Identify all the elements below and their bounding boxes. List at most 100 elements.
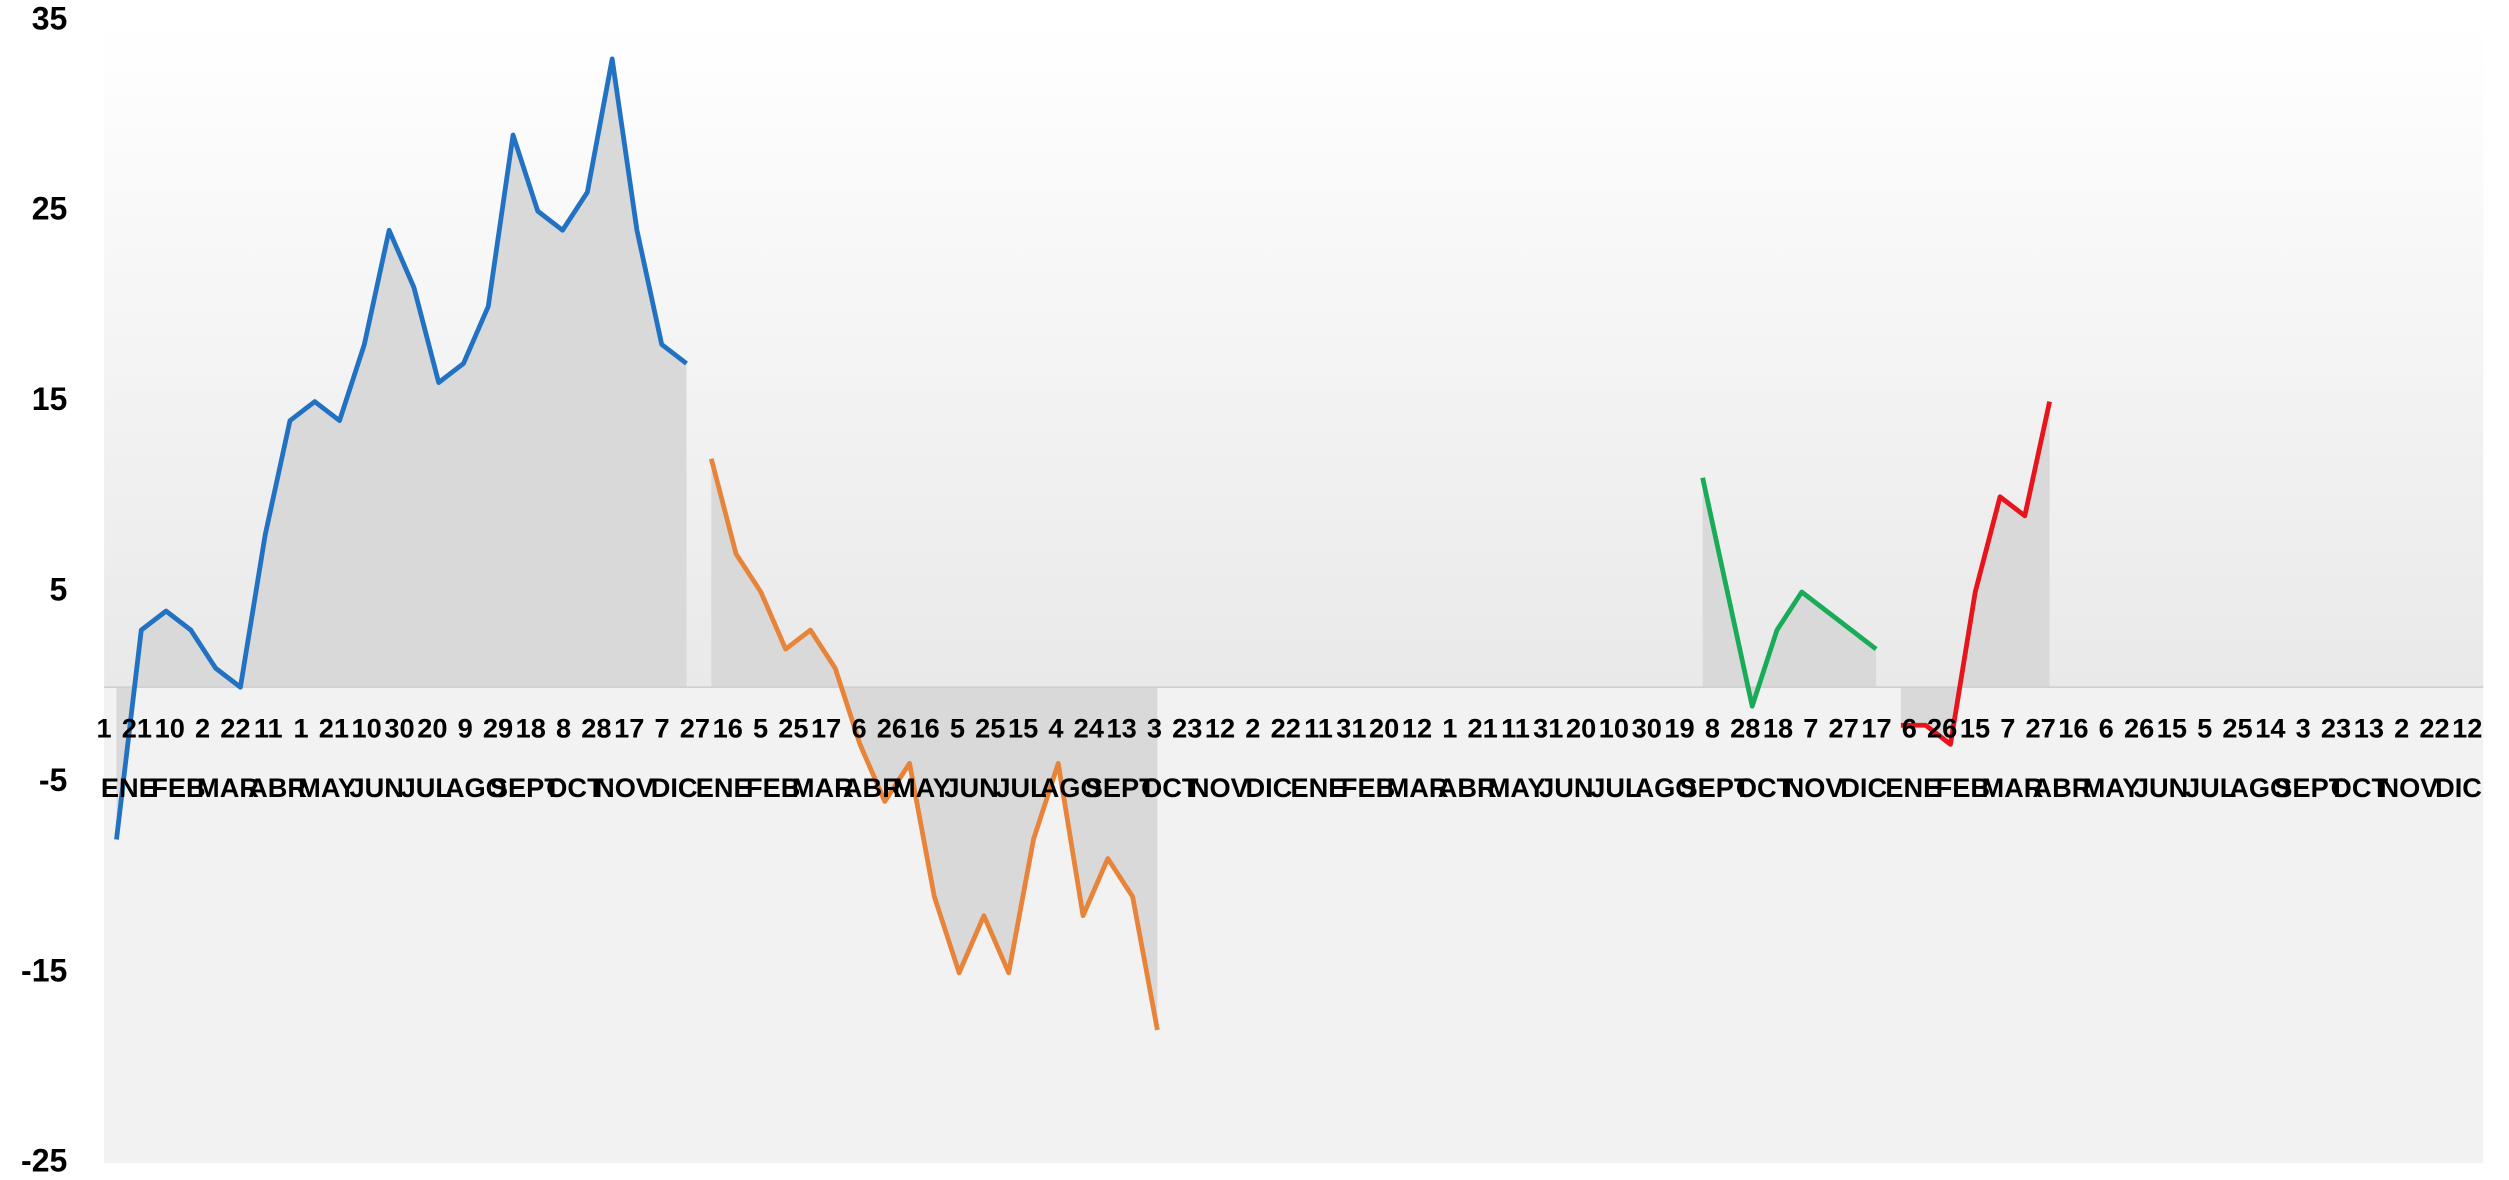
day-label: 8	[1705, 713, 1720, 744]
x-tick-label: JUL	[995, 772, 1046, 803]
area	[1900, 401, 2050, 745]
x-tick-label: ENE	[1291, 772, 1347, 803]
x-tick-label: MAY	[893, 772, 951, 803]
x-tick-label: FEB	[746, 772, 800, 803]
x-tick-label: DIC	[651, 772, 698, 803]
x-tick-label: SEPT	[1085, 772, 1156, 803]
x-tick-label: JUL	[401, 772, 452, 803]
series-line	[708, 458, 1160, 1031]
day-label: 6	[1902, 713, 1917, 744]
area	[1702, 477, 1877, 707]
day-label: 19	[1664, 713, 1694, 744]
x-tick-label: MAY	[298, 772, 356, 803]
day-label: 22	[1271, 713, 1301, 744]
y-tick-label: 35	[32, 0, 68, 36]
day-label: 25	[2222, 713, 2252, 744]
x-tick-label: JUL	[1590, 772, 1641, 803]
day-label: 15	[1008, 713, 1038, 744]
day-label: 22	[220, 713, 250, 744]
day-label: 3	[2296, 713, 2311, 744]
day-label: 30	[1632, 713, 1662, 744]
day-label: 17	[811, 713, 841, 744]
x-tick-label: OCT	[1141, 772, 1199, 803]
x-tick-label: FEB	[151, 772, 205, 803]
x-tick-label: AGO	[1634, 772, 1696, 803]
day-label: 20	[1566, 713, 1596, 744]
day-label: 16	[910, 713, 940, 744]
day-label: 2	[1245, 713, 1260, 744]
x-tick-label: MAY	[2083, 772, 2141, 803]
day-label: 29	[483, 713, 513, 744]
y-tick-label: 15	[32, 381, 68, 417]
x-tick-label: SEPT	[1680, 772, 1751, 803]
y-tick-label: -25	[21, 1143, 67, 1179]
day-label: 11	[1304, 713, 1333, 744]
day-label: 6	[2099, 713, 2114, 744]
day-label: 20	[1369, 713, 1399, 744]
day-label: 11	[254, 713, 283, 744]
x-tick-label: SEPT	[490, 772, 561, 803]
day-label: 21	[1468, 713, 1498, 744]
day-label: 8	[556, 713, 571, 744]
day-label: 7	[655, 713, 670, 744]
day-label: 23	[2321, 713, 2351, 744]
day-label: 26	[1927, 713, 1957, 744]
day-label: 28	[1730, 713, 1760, 744]
x-tick-label: JUN	[944, 772, 998, 803]
x-tick-label: ABR	[1438, 772, 1497, 803]
day-label: 2	[2394, 713, 2409, 744]
x-tick-label: MAR	[1981, 772, 2043, 803]
x-tick-label: ENE	[101, 772, 157, 803]
day-label: 16	[2058, 713, 2088, 744]
x-tick-label: FEB	[1341, 772, 1395, 803]
day-label: 4	[1048, 713, 1063, 744]
x-tick-label: JUN	[2134, 772, 2188, 803]
day-label: 31	[1336, 713, 1366, 744]
x-tick-label: MAY	[1488, 772, 1546, 803]
day-label: 12	[1402, 713, 1432, 744]
day-label: 13	[1106, 713, 1136, 744]
x-tick-label: ABR	[2033, 772, 2092, 803]
y-tick-label: 25	[32, 191, 68, 227]
day-label: 26	[877, 713, 907, 744]
day-label: 10	[155, 713, 185, 744]
day-label: 5	[950, 713, 965, 744]
x-tick-label: MAR	[792, 772, 854, 803]
day-label: 22	[2419, 713, 2449, 744]
x-tick-label: MAR	[197, 772, 259, 803]
area	[116, 58, 687, 840]
x-tick-label: ENE	[1885, 772, 1941, 803]
x-tick-label: NOV	[1785, 772, 1844, 803]
series-line	[114, 56, 688, 840]
x-tick-label: NOV	[595, 772, 654, 803]
day-label: 5	[2197, 713, 2212, 744]
x-tick-label: OCT	[1736, 772, 1794, 803]
day-label: 12	[2452, 713, 2482, 744]
x-tick-label: DIC	[1840, 772, 1887, 803]
day-label: 13	[2354, 713, 2384, 744]
x-tick-label: MAR	[1387, 772, 1449, 803]
day-label: 28	[581, 713, 611, 744]
x-tick-label: ABR	[248, 772, 307, 803]
day-label: 2	[195, 713, 210, 744]
x-tick-label: OCT	[546, 772, 604, 803]
day-label: 14	[2255, 713, 2285, 744]
day-label: 17	[614, 713, 644, 744]
x-tick-label: AGO	[445, 772, 507, 803]
x-tick-label: JUN	[350, 772, 404, 803]
day-label: 12	[1205, 713, 1235, 744]
day-label: 11	[1501, 713, 1530, 744]
series-line	[1900, 401, 2052, 747]
x-tick-label: JUL	[2185, 772, 2236, 803]
day-label: 1	[293, 713, 308, 744]
day-label: 27	[1829, 713, 1859, 744]
x-tick-label: JUN	[1539, 772, 1593, 803]
day-label: 6	[851, 713, 866, 744]
x-tick-label: NOV	[2379, 772, 2438, 803]
day-label: 9	[458, 713, 473, 744]
day-label: 30	[384, 713, 414, 744]
day-label: 23	[1172, 713, 1202, 744]
x-tick-label: ENE	[696, 772, 752, 803]
x-tick-label: NOV	[1190, 772, 1249, 803]
